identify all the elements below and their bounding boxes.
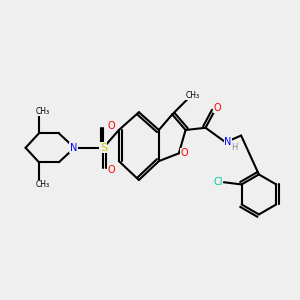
Text: N: N: [70, 143, 77, 153]
Text: S: S: [100, 143, 107, 153]
Text: Cl: Cl: [214, 177, 223, 187]
Text: O: O: [214, 103, 222, 113]
Text: CH₃: CH₃: [35, 106, 49, 116]
Text: H: H: [231, 143, 238, 152]
Text: N: N: [224, 137, 232, 147]
Text: CH₃: CH₃: [35, 180, 49, 189]
Text: O: O: [181, 148, 188, 158]
Text: O: O: [107, 121, 115, 130]
Text: CH₃: CH₃: [185, 91, 199, 100]
Text: O: O: [107, 165, 115, 175]
